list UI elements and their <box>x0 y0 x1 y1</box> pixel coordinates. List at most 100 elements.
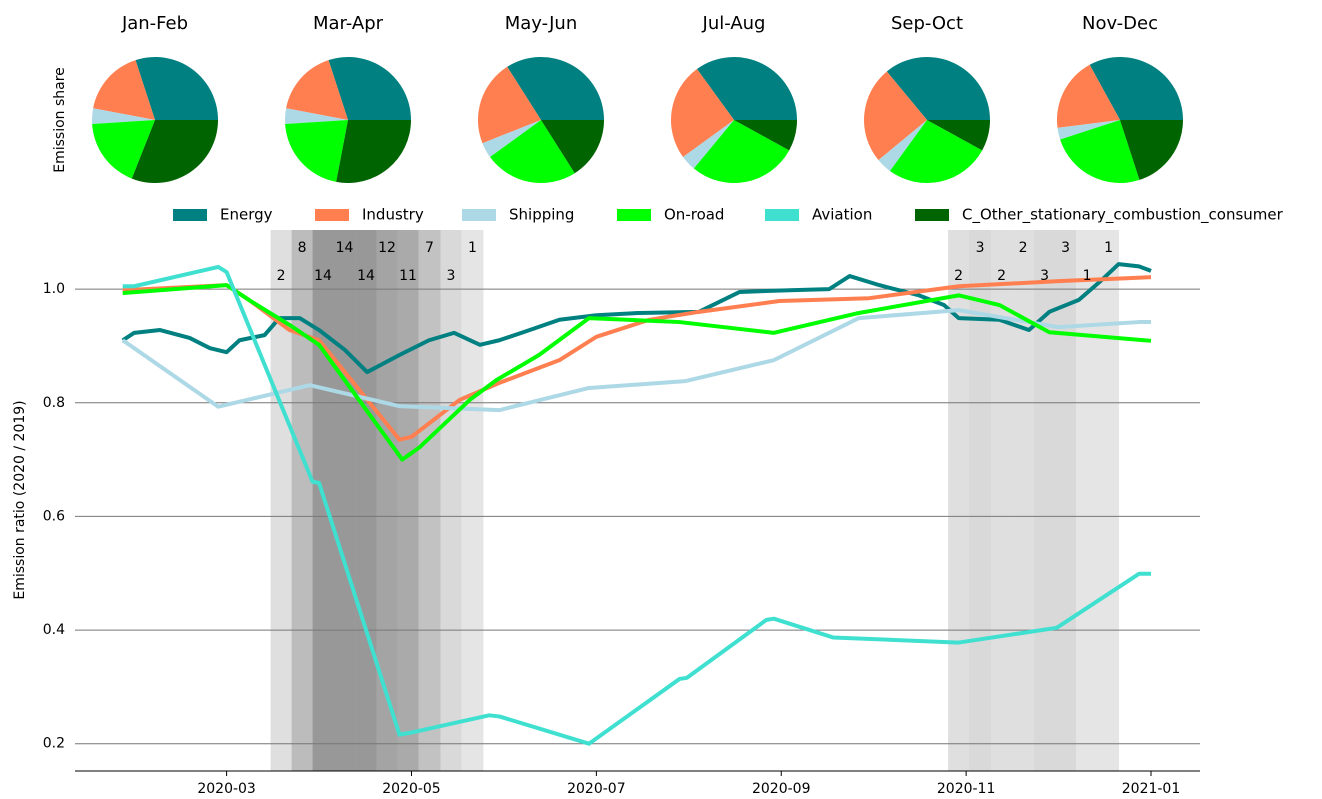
band-label: 7 <box>425 240 434 256</box>
bands <box>270 230 1120 771</box>
band-label: 11 <box>399 268 417 284</box>
lockdown-band <box>1098 230 1120 771</box>
band-label: 3 <box>1040 268 1049 284</box>
y-tick-label: 1.0 <box>43 281 65 297</box>
pie-title: Jan-Feb <box>121 13 188 34</box>
pie-slice <box>693 120 790 183</box>
pie-slice <box>285 108 348 124</box>
legend-swatch <box>617 209 651 221</box>
band-label: 2 <box>997 268 1006 284</box>
pie-slice <box>864 71 927 161</box>
x-tick-label: 2020-09 <box>752 781 811 797</box>
pie-slice <box>286 60 348 120</box>
band-label: 12 <box>378 240 396 256</box>
pie-title: Mar-Apr <box>313 13 384 34</box>
band-label: 3 <box>1061 240 1070 256</box>
pie-slice <box>92 120 155 179</box>
y-tick-label: 0.2 <box>43 736 65 752</box>
y-tick-label: 0.8 <box>43 395 65 411</box>
band-label: 3 <box>976 240 985 256</box>
x-tick-label: 2020-07 <box>567 781 626 797</box>
lockdown-band <box>440 230 462 771</box>
pie-slice <box>135 57 219 120</box>
band-label: 14 <box>314 268 332 284</box>
series-line <box>121 308 1152 413</box>
pie-y-label: Emission share <box>52 67 68 173</box>
legend-swatch <box>173 209 207 221</box>
pie-slice <box>507 57 604 120</box>
pie-slice <box>482 120 541 158</box>
pie-slice <box>1057 64 1120 128</box>
x-tick-label: 2020-11 <box>937 781 996 797</box>
pie-slice <box>92 108 155 124</box>
pie-slice <box>285 120 348 182</box>
band-label: 3 <box>447 268 456 284</box>
band-label: 1 <box>468 240 477 256</box>
pie-title: Sep-Oct <box>891 13 963 34</box>
band-label: 2 <box>954 268 963 284</box>
pie-slice <box>93 60 155 120</box>
y-axis-label: Emission ratio (2020 / 2019) <box>12 400 28 599</box>
lockdown-band <box>948 230 970 771</box>
band-label: 14 <box>357 268 375 284</box>
legend-label: Energy <box>220 206 273 224</box>
legend-swatch <box>765 209 799 221</box>
x-tick-label: 2020-03 <box>197 781 256 797</box>
pie-title: Jul-Aug <box>702 13 766 34</box>
pie-slice <box>671 69 734 158</box>
pie-slice <box>927 120 990 151</box>
lockdown-band <box>1012 230 1035 771</box>
pie-slice <box>1089 57 1183 120</box>
lockdown-band <box>270 230 292 771</box>
pie-title: Nov-Dec <box>1082 13 1158 34</box>
x-tick-label: 2020-05 <box>382 781 441 797</box>
pie-slice <box>1060 120 1140 183</box>
lockdown-band <box>418 230 441 771</box>
pie-slice <box>328 57 411 120</box>
lockdown-band <box>1055 230 1077 771</box>
lockdown-band <box>1076 230 1099 771</box>
annotations: Jan-Feb Emission share Mar-Apr May-Jun Jul-A… <box>12 13 1284 797</box>
lines <box>121 262 1152 746</box>
y-tick-label: 0.6 <box>43 508 65 524</box>
legend-label: Aviation <box>812 206 872 224</box>
band-label: 1 <box>1083 268 1092 284</box>
pie-slice <box>696 57 797 120</box>
lockdown-band <box>397 230 419 771</box>
legend-label: On-road <box>664 206 724 224</box>
pie-slice <box>336 120 412 183</box>
pie-slice <box>1120 120 1183 180</box>
pie-slice <box>131 120 218 183</box>
legend-swatch <box>315 209 349 221</box>
series-line <box>122 275 1152 442</box>
lockdown-band <box>461 230 484 771</box>
band-label: 1 <box>1104 240 1113 256</box>
band-label: 8 <box>298 240 307 256</box>
series-line <box>121 262 1152 375</box>
lockdown-band <box>1034 230 1056 771</box>
legend-label: Shipping <box>509 206 574 224</box>
lockdown-band <box>291 230 313 771</box>
lockdown-band <box>355 230 377 771</box>
band-label: 2 <box>1019 240 1028 256</box>
series-line <box>122 283 1152 462</box>
legend-label: Industry <box>362 206 424 224</box>
series-line <box>122 264 1152 746</box>
legend-swatch <box>915 209 949 221</box>
pie-slice <box>878 120 927 171</box>
pie-title: May-Jun <box>505 13 578 34</box>
band-label: 14 <box>336 240 354 256</box>
pie-slice <box>490 120 575 184</box>
pie-slice <box>734 120 797 151</box>
pie-slice <box>478 66 541 144</box>
pie-slice <box>541 120 604 174</box>
pie-slice <box>683 120 734 169</box>
band-label: 2 <box>277 268 286 284</box>
y-tick-label: 0.4 <box>43 622 65 638</box>
pie-slice <box>1057 120 1120 140</box>
pie-slice <box>889 120 983 183</box>
x-tick-label: 2021-01 <box>1122 781 1181 797</box>
lockdown-band <box>969 230 992 771</box>
legend-swatch <box>462 209 496 221</box>
